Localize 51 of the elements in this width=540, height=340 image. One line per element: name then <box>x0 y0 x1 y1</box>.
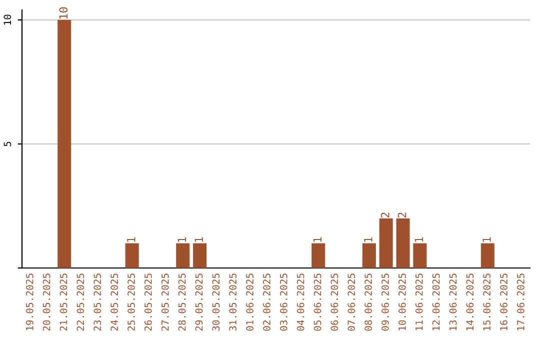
bar <box>480 243 494 268</box>
y-tick-label: 5 <box>4 142 12 146</box>
x-tick-label: 08.06.2025 <box>364 274 372 331</box>
data-label: 1 <box>482 237 491 242</box>
data-label: 2 <box>380 212 390 218</box>
x-tick-label: 24.05.2025 <box>110 274 118 331</box>
bar <box>362 243 376 268</box>
x-tick-label: 06.06.2025 <box>330 274 338 331</box>
x-tick-label: 10.06.2025 <box>398 274 406 330</box>
bar <box>413 243 427 268</box>
x-tick-label: 28.05.2025 <box>178 274 186 331</box>
bar <box>193 243 207 268</box>
x-tick-label: 13.06.2025 <box>449 274 457 330</box>
x-tick-label: 17.06.2025 <box>517 274 524 330</box>
data-label: 1 <box>194 237 203 242</box>
data-label: 1 <box>364 237 372 242</box>
bar <box>379 218 393 268</box>
data-label: 1 <box>313 237 322 242</box>
x-tick-label: 29.05.2025 <box>195 274 203 331</box>
x-tick-label: 19.05.2025 <box>26 274 34 330</box>
x-tick-label: 07.06.2025 <box>348 274 356 331</box>
x-tick-label: 22.05.2025 <box>76 274 84 331</box>
x-tick-label: 31.05.2025 <box>229 274 237 331</box>
x-tick-label: 16.06.2025 <box>500 274 508 330</box>
data-label: 1 <box>178 237 186 242</box>
x-tick-label: 02.06.2025 <box>263 274 270 331</box>
x-tick-label: 09.06.2025 <box>382 274 389 331</box>
x-tick-label: 12.06.2025 <box>432 274 440 330</box>
data-label: 2 <box>398 212 406 218</box>
x-tick-label: 23.05.2025 <box>94 274 102 331</box>
x-tick-label: 04.06.2025 <box>296 274 304 331</box>
x-tick-label: 11.06.2025 <box>415 274 423 330</box>
x-tick-label: 20.05.2025 <box>42 274 50 331</box>
x-tick-label: 15.06.2025 <box>483 274 491 330</box>
data-label: 1 <box>127 237 136 242</box>
x-tick-label: 25.05.2025 <box>128 274 135 331</box>
data-label: 1 <box>414 237 424 242</box>
x-tick-label: 26.05.2025 <box>144 274 152 331</box>
bar <box>58 20 72 268</box>
bar <box>176 243 190 268</box>
bar <box>125 243 139 268</box>
x-tick-label: 27.05.2025 <box>161 274 169 331</box>
x-tick-label: 21.05.2025 <box>60 274 68 331</box>
x-tick-label: 30.05.2025 <box>212 274 220 331</box>
x-tick-label: 14.06.2025 <box>466 274 474 330</box>
bar <box>396 218 410 268</box>
x-tick-label: 01.06.2025 <box>246 274 254 331</box>
x-tick-label: 05.06.2025 <box>314 274 322 331</box>
x-tick-label: 03.06.2025 <box>280 274 288 331</box>
data-label: 10 <box>59 7 68 19</box>
bar <box>312 243 326 268</box>
